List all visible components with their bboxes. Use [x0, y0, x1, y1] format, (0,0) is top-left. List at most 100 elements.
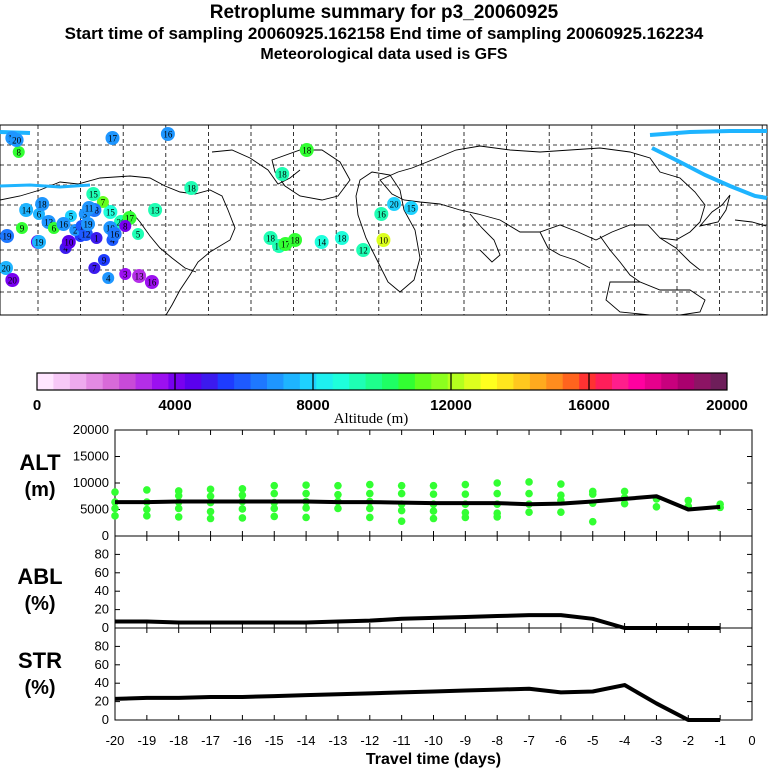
y-tick-label: 0 [102, 528, 109, 543]
x-tick-label: -8 [491, 733, 503, 748]
map-plume-marker [80, 217, 95, 231]
alt-data-point [525, 489, 533, 498]
trajectory-path [651, 146, 768, 200]
y-tick-label: 40 [95, 675, 109, 690]
map-plume-marker [90, 232, 103, 244]
map-plume-label: 18 [337, 234, 347, 244]
map-plume-marker [97, 254, 110, 266]
alt-data-point [366, 504, 374, 513]
alt-data-point [302, 513, 310, 522]
map-plume-marker [0, 229, 15, 243]
map-plume-label: 9 [102, 256, 107, 266]
map-plume-marker [88, 262, 101, 274]
y-tick-label: 40 [95, 583, 109, 598]
map-plume-label: 18 [278, 170, 288, 180]
map-plume-label: 13 [151, 206, 161, 216]
colorbar-swatch [152, 373, 169, 390]
alt-data-point [174, 504, 183, 513]
map-plume-marker [56, 217, 71, 231]
map-plume-marker [144, 275, 159, 289]
map-plume-label: 18 [266, 234, 276, 244]
colorbar-swatch [628, 373, 646, 390]
x-tick-label: 0 [748, 733, 755, 748]
alt-data-point [684, 496, 693, 505]
alt-data-point [366, 489, 374, 498]
map-plume-label: 20 [390, 200, 400, 210]
coastline [734, 219, 767, 227]
alt-data-point [174, 513, 183, 521]
colorbar-title: Altitude (m) [334, 411, 409, 427]
map-plume-marker [119, 220, 132, 232]
map-plume-marker [107, 227, 122, 241]
alt-data-point [397, 489, 406, 498]
map-plume-marker [184, 181, 199, 195]
map-plume-marker [82, 201, 97, 215]
series-line [114, 683, 721, 722]
x-tick-label: -2 [683, 733, 695, 748]
map-plume-label: 11 [85, 204, 94, 214]
colorbar-swatch [86, 373, 104, 390]
colorbar-swatch [595, 373, 613, 390]
panel-label-unit: (%) [24, 593, 55, 615]
map-plume-label: 7 [101, 198, 106, 208]
alt-data-point [525, 508, 533, 516]
map-plume-marker [19, 203, 34, 217]
alt-data-point [366, 513, 374, 522]
colorbar-swatch [579, 373, 597, 390]
map-plume-label: 17 [125, 214, 135, 224]
map-plume-marker [132, 269, 147, 283]
map-plume-marker [275, 167, 290, 181]
colorbar-tick-label: 16000 [568, 397, 610, 414]
alt-data-point [302, 504, 310, 512]
map-plume-label: 18 [291, 236, 301, 246]
colorbar-swatch [414, 373, 432, 390]
colorbar-swatch [513, 373, 531, 390]
alt-data-point [557, 480, 565, 488]
map-plume-marker [387, 197, 402, 211]
x-tick-label: -5 [587, 733, 599, 748]
map-plume-label: 14 [22, 206, 32, 216]
series-line [115, 494, 721, 512]
map-plume-label: 16 [110, 230, 120, 240]
map-plume-label: 6 [52, 224, 57, 234]
x-tick-label: -6 [555, 733, 567, 748]
map-plume-label: 14 [317, 238, 327, 248]
alt-data-point [270, 512, 279, 521]
x-tick-label: -1 [714, 733, 726, 748]
map-plume-marker [288, 233, 303, 247]
alt-data-point [174, 491, 183, 500]
alt-data-point [557, 508, 565, 516]
alt-data-point [429, 481, 438, 490]
panel-frame [114, 627, 753, 721]
map-plume-label: 16 [163, 130, 173, 140]
map-plume-label: 18 [187, 184, 197, 194]
colorbar-swatch [677, 373, 695, 390]
y-tick-label: 80 [95, 638, 109, 653]
map-plume-label: 20 [2, 264, 12, 274]
map-plume-label: 10 [379, 236, 389, 246]
alt-data-point [397, 506, 406, 515]
colorbar-swatch [234, 373, 252, 390]
alt-data-point [206, 492, 215, 501]
map-plume-label: 10 [64, 238, 74, 248]
coastline [659, 237, 701, 271]
alt-data-point [270, 504, 279, 513]
map-plume-marker [334, 231, 349, 245]
colorbar-swatch [283, 373, 301, 390]
colorbar-swatch [349, 373, 367, 390]
colorbar-swatch [53, 373, 71, 390]
y-tick-label: 20 [95, 694, 109, 709]
colorbar-swatch [184, 373, 202, 390]
y-tick-label: 10000 [73, 475, 109, 490]
colorbar-swatch [299, 373, 317, 390]
x-axis-title: Travel time (days) [366, 751, 501, 768]
alt-data-point [238, 505, 247, 513]
coastline [469, 213, 501, 263]
colorbar-swatch [431, 373, 449, 390]
y-tick-label: 20000 [73, 422, 109, 437]
map-plume-label: 19 [3, 232, 13, 242]
colorbar-swatch [365, 373, 383, 390]
map-plume-label: 15 [89, 190, 99, 200]
x-tick-label: -18 [169, 733, 188, 748]
alt-data-point [397, 481, 406, 490]
